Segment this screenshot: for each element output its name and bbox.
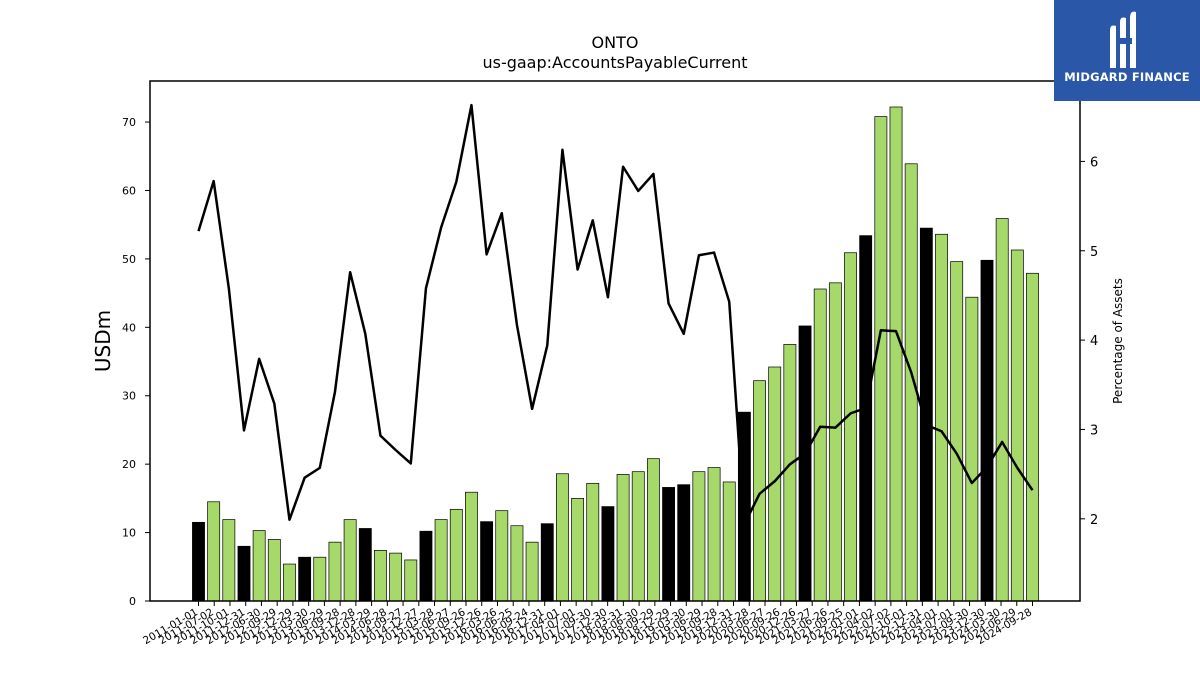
y-axis-left: 0 10 20 30 40 50 60 70 [122,116,150,608]
bar [859,235,873,602]
y2-tick-label: 5 [1090,245,1098,260]
bar [1010,249,1024,602]
bar [465,491,478,602]
bar [343,519,357,602]
line-group [197,103,1034,526]
y-axis-right: 2 3 4 5 6 [1080,155,1098,528]
bar [631,471,645,602]
bar [798,325,812,602]
bar [298,556,312,602]
bar [434,519,448,602]
bar [828,282,842,602]
logo: MIDGARD FINANCE [1054,0,1200,101]
bar [480,521,494,602]
bar [783,344,797,602]
bar [237,545,251,602]
bar [935,233,948,602]
bar [449,508,463,602]
y-axis-label: USDm [91,310,115,372]
y-tick-label: 20 [122,458,136,471]
bar [1026,272,1039,602]
bar [374,550,387,602]
bar [692,471,706,602]
bar [328,541,342,602]
y-tick-label: 10 [122,527,136,540]
series-line [197,103,1034,526]
bar [586,482,600,602]
bar [646,458,660,602]
bar [510,525,524,602]
y-tick-label: 40 [122,321,136,334]
bar [358,528,372,602]
bar [419,530,433,602]
chart-title: ONTO [592,33,639,52]
bar [540,523,554,602]
bar [571,498,585,602]
y2-tick-label: 6 [1090,155,1098,170]
chart-subtitle: us-gaap:AccountsPayableCurrent [482,53,747,72]
midgard-logo-icon [1110,11,1136,68]
bar [616,474,630,602]
y2-tick-label: 4 [1090,334,1098,349]
y-tick-label: 50 [122,253,136,266]
bar [722,481,736,602]
bar [192,521,205,602]
bar [995,218,1009,602]
y-tick-label: 60 [122,184,136,197]
bar [662,487,675,602]
bar [495,510,509,602]
y2-axis-label: Percentage of Assets [1111,278,1125,404]
bar [283,563,296,602]
bar [252,530,266,602]
y2-tick-label: 3 [1090,423,1098,438]
bar [874,116,888,602]
y-tick-label: 70 [122,116,136,129]
bar [556,473,569,602]
bar [707,467,721,602]
y-tick-label: 30 [122,390,136,403]
bar [267,539,281,602]
plot-frame [149,80,1081,602]
bar [677,484,691,602]
bar [844,252,857,602]
bar [222,519,236,602]
y2-tick-label: 2 [1090,513,1098,528]
bar [389,552,403,602]
bar [889,106,903,602]
bar [965,296,979,602]
bar [525,541,539,602]
bar [313,556,327,602]
bar [601,506,615,602]
bar [813,288,827,602]
bars-group [192,106,1039,602]
bar [207,501,221,602]
x-axis: 2011-01-012011-07-022011-10-012011-12-31… [141,601,1034,647]
bar [980,259,994,602]
bar [950,261,964,602]
y-tick-label: 0 [129,595,136,608]
bar [404,559,418,602]
bar [904,163,918,602]
logo-text: MIDGARD FINANCE [1064,70,1190,84]
